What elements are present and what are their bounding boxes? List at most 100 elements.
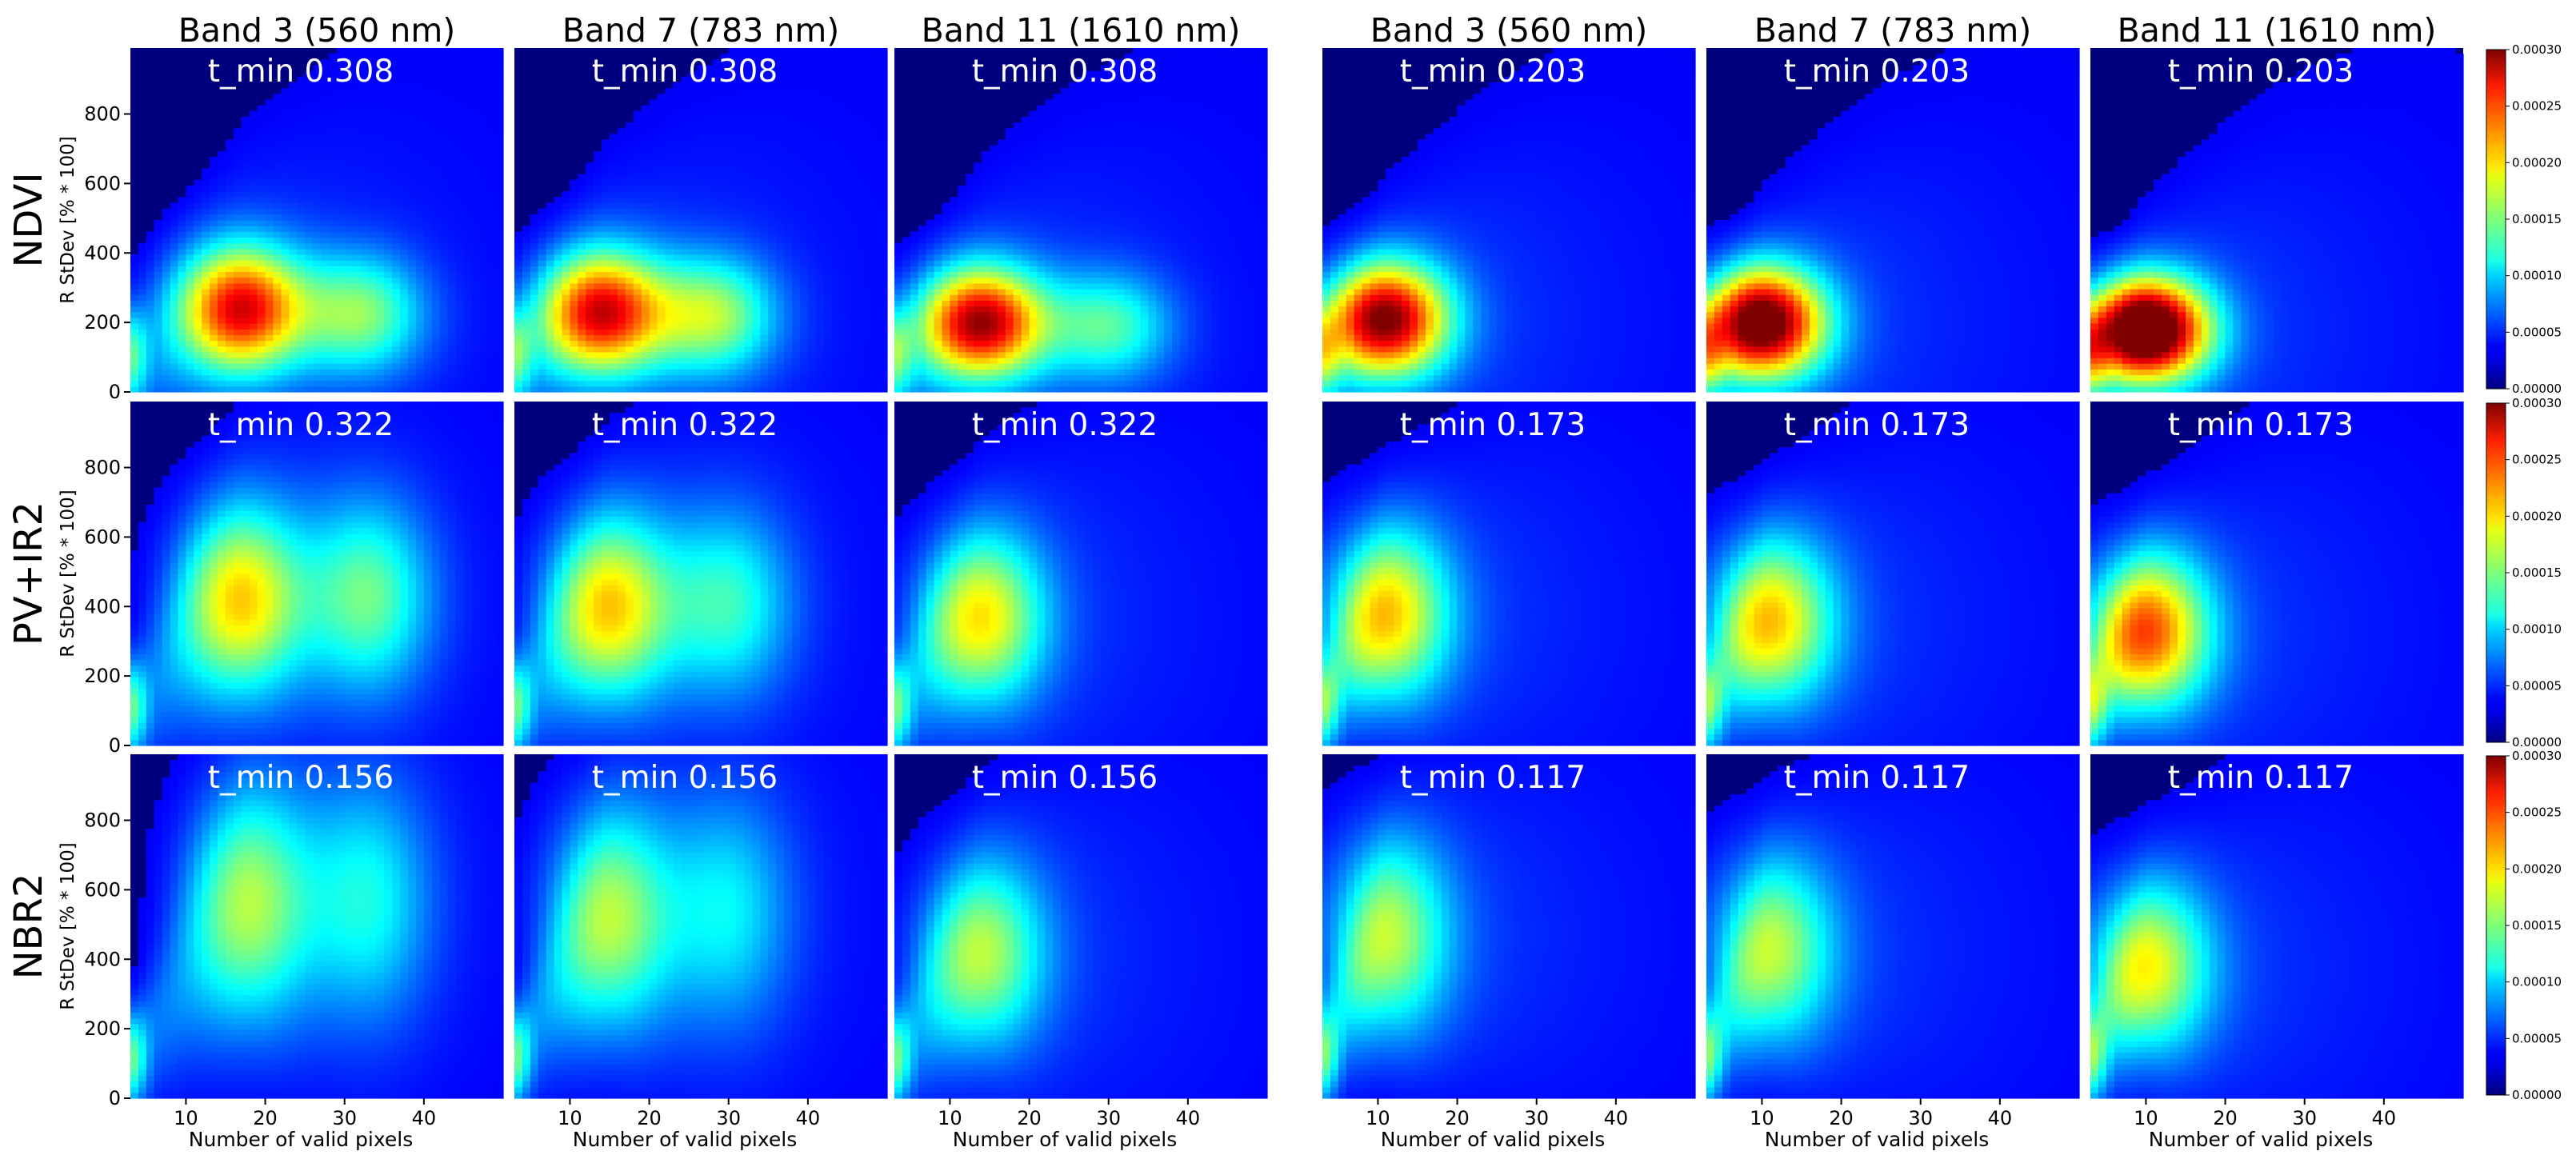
heatmap-cell [242, 358, 250, 364]
heatmap-cell [202, 613, 210, 620]
heatmap-cell [400, 312, 409, 318]
heatmap-cell [218, 585, 226, 591]
heatmap-cell [130, 386, 139, 393]
heatmap-cell [416, 568, 425, 574]
heatmap-cell [170, 722, 179, 729]
heatmap-cell [456, 682, 465, 689]
heatmap-cell [226, 688, 234, 694]
heatmap-cell [448, 705, 457, 712]
heatmap-cell [258, 169, 266, 175]
heatmap-cell [329, 294, 338, 301]
heatmap-cell [170, 557, 179, 563]
heatmap-cell [361, 220, 370, 226]
heatmap-cell [416, 157, 425, 163]
heatmap-cell [138, 717, 147, 723]
heatmap-cell [384, 550, 393, 557]
heatmap-cell [202, 243, 210, 250]
heatmap-cell [353, 642, 362, 649]
heatmap-cell [146, 254, 155, 261]
heatmap-cell [289, 671, 298, 677]
heatmap-cell [400, 734, 409, 741]
heatmap-cell [368, 648, 377, 654]
heatmap-cell [329, 100, 338, 106]
heatmap-cell [242, 329, 250, 335]
heatmap-cell [321, 688, 330, 694]
heatmap-cell [384, 488, 393, 494]
heatmap-cell [186, 522, 194, 529]
heatmap-cell [297, 648, 306, 654]
heatmap-cell [424, 608, 433, 614]
heatmap-cell [448, 117, 457, 123]
heatmap-cell [456, 306, 465, 313]
heatmap-cell [361, 729, 370, 735]
heatmap-cell [186, 613, 194, 620]
heatmap-cell [345, 631, 354, 637]
heatmap-cell [154, 734, 163, 741]
heatmap-cell [146, 545, 155, 551]
heatmap-cell [456, 677, 465, 683]
heatmap-cell [305, 140, 314, 146]
heatmap-cell [266, 157, 274, 163]
heatmap-cell [416, 260, 425, 266]
heatmap-cell [321, 162, 330, 169]
heatmap-cell [479, 151, 488, 158]
heatmap-cell [479, 203, 488, 210]
heatmap-cell [305, 111, 314, 118]
heatmap-cell [392, 231, 401, 238]
heatmap-cell [321, 574, 330, 580]
heatmap-cell [376, 381, 385, 387]
heatmap-cell [400, 283, 409, 290]
heatmap-cell [408, 597, 417, 603]
heatmap-cell [456, 254, 465, 261]
heatmap-cell [376, 249, 385, 255]
heatmap-cell [392, 574, 401, 580]
heatmap-cell [218, 243, 226, 250]
heatmap-cell [250, 134, 258, 141]
heatmap-cell [250, 642, 258, 649]
heatmap-cell [408, 318, 417, 324]
heatmap-cell [408, 608, 417, 614]
heatmap-cell [456, 358, 465, 364]
heatmap-cell [273, 447, 282, 454]
heatmap-cell [408, 516, 417, 522]
heatmap-cell [353, 665, 362, 672]
heatmap-cell [273, 568, 282, 574]
heatmap-cell [487, 174, 496, 181]
heatmap-cell [400, 653, 409, 660]
heatmap-cell [273, 249, 282, 255]
heatmap-cell [463, 430, 472, 437]
heatmap-cell [218, 700, 226, 706]
heatmap-cell [463, 717, 472, 723]
heatmap-cell [146, 688, 155, 694]
heatmap-cell [210, 653, 218, 660]
heatmap-cell [479, 619, 488, 625]
heatmap-cell [329, 528, 338, 534]
heatmap-cell [440, 318, 449, 324]
heatmap-cell [138, 677, 147, 683]
heatmap-cell [400, 688, 409, 694]
heatmap-cell [218, 505, 226, 511]
heatmap-cell [258, 613, 266, 620]
heatmap-cell [361, 648, 370, 654]
heatmap-cell [210, 465, 218, 471]
heatmap-cell [297, 534, 306, 540]
heatmap-cell [353, 539, 362, 546]
heatmap-cell [463, 419, 472, 426]
heatmap-cell [392, 539, 401, 546]
heatmap-cell [463, 671, 472, 677]
heatmap-cell [456, 585, 465, 591]
heatmap-cell [130, 602, 139, 609]
heatmap-cell [448, 134, 457, 141]
heatmap-cell [234, 169, 242, 175]
heatmap-cell [242, 637, 250, 643]
heatmap-cell [368, 363, 377, 370]
heatmap-cell [376, 585, 385, 591]
heatmap-cell [416, 386, 425, 393]
heatmap-cell [250, 722, 258, 729]
heatmap-cell [353, 671, 362, 677]
heatmap-cell [313, 162, 322, 169]
heatmap-cell [186, 243, 194, 250]
heatmap-cell [242, 694, 250, 701]
heatmap-cell [424, 243, 433, 250]
heatmap-cell [376, 510, 385, 517]
